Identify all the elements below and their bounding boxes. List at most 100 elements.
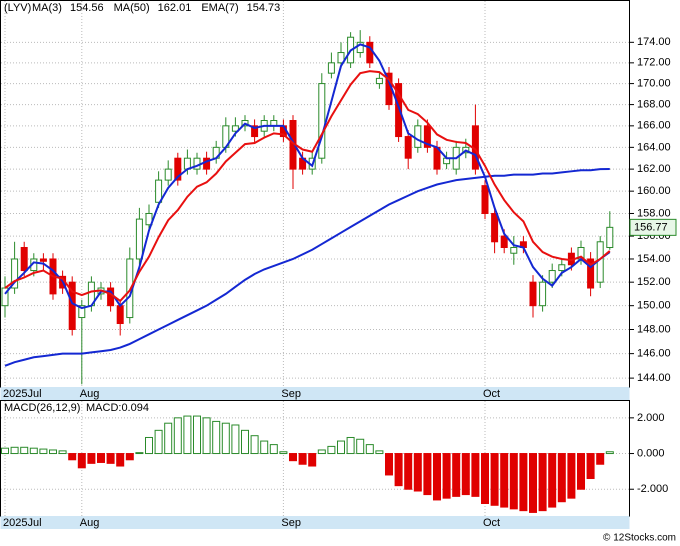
y-tick-label: 154.00	[637, 253, 671, 265]
bar	[327, 445, 336, 455]
bar	[509, 453, 518, 510]
bar	[577, 453, 585, 490]
y-tick-label: 158.00	[637, 207, 671, 219]
legend-value: 154.56	[70, 2, 104, 14]
x-tick-label: 2025Jul	[3, 517, 42, 529]
x-tick-label: Aug	[80, 517, 100, 529]
bar	[385, 453, 393, 476]
legend-name: MA(3)	[32, 2, 62, 14]
legend-name: EMA(7)	[201, 2, 238, 14]
bar	[346, 436, 355, 455]
bar	[404, 453, 413, 490]
line-1	[4, 168, 610, 367]
candle-body	[251, 125, 259, 138]
y-tick-label: 0.000	[637, 447, 665, 459]
candle-body	[491, 212, 499, 243]
legend-name: MA(50)	[114, 2, 150, 14]
bar	[308, 453, 317, 467]
y-tick-label: -2.000	[637, 483, 668, 495]
bar	[87, 453, 96, 464]
candle-body	[500, 235, 508, 248]
y-tick-label: 152.00	[637, 276, 671, 288]
bar	[394, 453, 403, 487]
bar	[442, 453, 451, 499]
bar	[173, 417, 182, 455]
bar	[289, 453, 297, 462]
bar	[337, 440, 345, 455]
candle-body	[231, 125, 239, 132]
bar	[202, 417, 211, 455]
bar	[164, 422, 173, 455]
line-2	[4, 70, 611, 303]
candle-body	[164, 168, 172, 181]
bar	[212, 420, 221, 455]
candle-body	[366, 41, 374, 64]
legend-value: 162.01	[158, 2, 192, 14]
bar	[481, 453, 489, 505]
bar	[20, 446, 29, 455]
watermark: © 12Stocks.com	[603, 533, 676, 544]
candle-body	[587, 258, 595, 289]
bar	[567, 453, 576, 499]
bar	[471, 453, 480, 497]
bar	[423, 453, 432, 496]
candle-body	[529, 281, 537, 307]
bar	[529, 453, 537, 513]
chart-subtitle: MACD:0.094	[86, 402, 149, 414]
bar	[605, 451, 614, 455]
bar	[106, 453, 115, 464]
bar	[77, 453, 86, 469]
candle-body	[155, 179, 163, 203]
candle-body	[510, 246, 518, 254]
bar	[538, 453, 547, 512]
y-tick-label: 144.00	[637, 372, 671, 384]
candle-body	[327, 62, 335, 74]
bar	[68, 453, 77, 461]
date-strip	[0, 516, 630, 529]
x-tick-label: Oct	[483, 388, 500, 400]
bar	[375, 450, 384, 455]
bar	[260, 440, 269, 455]
bar	[154, 429, 163, 455]
y-tick-label: 146.00	[637, 348, 671, 360]
bar	[125, 453, 134, 461]
bar	[490, 453, 499, 506]
bar	[145, 436, 153, 455]
bar	[250, 435, 259, 455]
y-tick-label: 172.00	[637, 57, 671, 69]
price-tag	[629, 218, 677, 236]
candle-body	[395, 83, 403, 138]
chart-title: (LYV)	[4, 2, 31, 14]
x-tick-label: Aug	[80, 388, 100, 400]
y-tick-label: 164.00	[637, 141, 671, 153]
candle-body	[174, 157, 182, 181]
candle-body	[404, 136, 412, 159]
y-tick-label: 170.00	[637, 77, 671, 89]
y-tick-label: 166.00	[637, 120, 671, 132]
candle-body	[116, 305, 124, 325]
bar	[39, 448, 48, 455]
bar	[596, 453, 605, 465]
chart-title: MACD(26,12,9)	[4, 402, 80, 414]
legend-value: 154.73	[247, 2, 281, 14]
bar	[58, 450, 67, 455]
bar	[193, 415, 201, 455]
x-tick-label: 2025Jul	[3, 388, 42, 400]
y-tick-label: 168.00	[637, 98, 671, 110]
bar	[356, 438, 365, 455]
bar	[365, 444, 374, 455]
candle-body	[414, 125, 422, 148]
bar	[298, 453, 307, 465]
bar	[519, 453, 528, 512]
candle-body	[39, 258, 47, 262]
y-tick-label: 150.00	[637, 300, 671, 312]
candle-body	[11, 258, 19, 289]
candle-body	[375, 77, 383, 85]
candle-body	[539, 281, 547, 307]
bar	[221, 422, 230, 455]
candle-body	[606, 226, 614, 248]
y-tick-label: 162.00	[637, 163, 671, 175]
candle-body	[318, 83, 326, 159]
bar	[586, 453, 595, 480]
